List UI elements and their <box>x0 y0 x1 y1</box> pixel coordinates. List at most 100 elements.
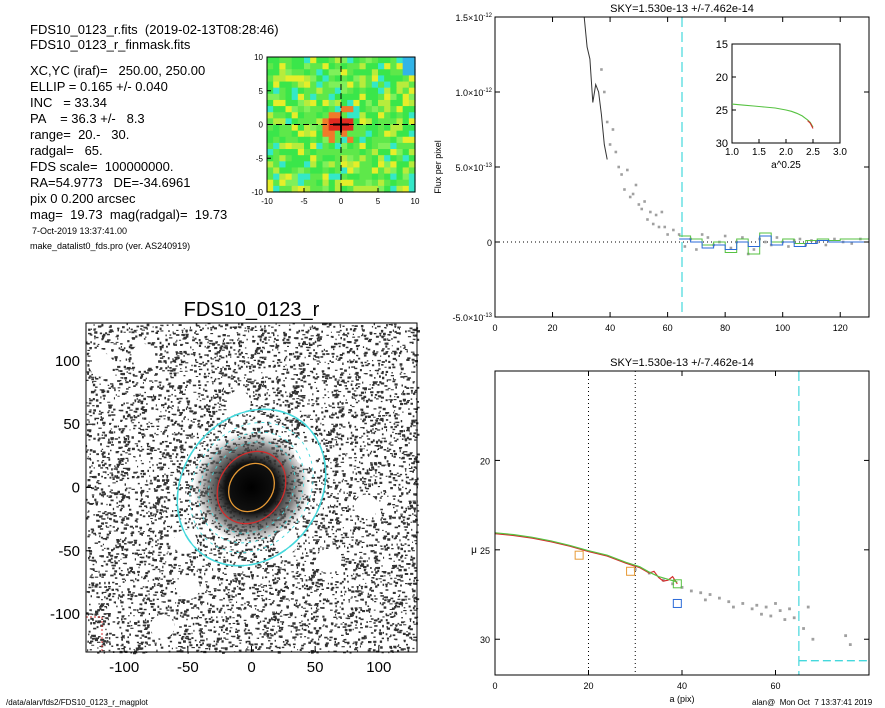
heatmap-cell <box>384 81 391 89</box>
heatmap-cell <box>328 75 336 83</box>
heatmap-cell <box>285 99 293 107</box>
heatmap-cell <box>285 142 293 150</box>
heatmap-ytick-label: 10 <box>254 53 263 62</box>
heatmap-cell <box>384 112 391 119</box>
heatmap-cell <box>285 81 293 89</box>
mu-gray-point <box>699 591 703 595</box>
heatmap-cell <box>402 57 410 64</box>
heatmap-cell <box>359 185 367 193</box>
heatmap-cell <box>371 99 379 107</box>
heatmap-cell <box>285 93 293 101</box>
heatmap-cell <box>267 106 274 113</box>
heatmap-cell <box>322 63 330 70</box>
heatmap-cell <box>396 124 404 132</box>
flux-gray-point <box>775 236 779 239</box>
heatmap-cell <box>279 112 287 119</box>
heatmap-cell <box>267 81 274 89</box>
heatmap-cell <box>273 173 280 181</box>
flux-xtick-label: 20 <box>548 323 558 333</box>
heatmap-cell <box>353 99 361 107</box>
heatmap-cell <box>304 81 311 89</box>
mu-gray-point <box>708 593 712 596</box>
heatmap-cell <box>297 173 305 181</box>
heatmap-cell <box>291 155 299 162</box>
heatmap-cell <box>341 57 348 64</box>
mu-xtick-label: 40 <box>677 681 687 691</box>
masked-star <box>226 390 251 415</box>
flux-gray-point <box>600 68 603 71</box>
heatmap-cell <box>402 173 410 181</box>
heatmap-cell <box>353 155 361 162</box>
heatmap-cell <box>353 57 361 64</box>
heatmap-cell <box>334 161 342 169</box>
mu-gray-point <box>774 602 777 605</box>
heatmap-cell <box>334 112 342 119</box>
mu-gray-point <box>755 603 759 607</box>
heatmap-cell <box>279 63 287 70</box>
heatmap-cell <box>390 130 398 138</box>
heatmap-cell <box>347 81 354 89</box>
mu-gray-point <box>760 612 763 616</box>
heatmap-cell <box>285 130 293 138</box>
heatmap-cell <box>359 136 367 144</box>
heatmap-cell <box>279 185 287 193</box>
heatmap-cell <box>316 93 324 101</box>
heatmap-cell <box>297 57 305 64</box>
mu-gray-point <box>783 618 787 621</box>
heatmap-cell <box>304 167 311 175</box>
heatmap-cell <box>390 57 398 64</box>
heatmap-cell <box>267 75 274 83</box>
heatmap-cell <box>328 63 336 70</box>
heatmap-cell <box>334 106 342 113</box>
heatmap-cell <box>378 57 385 64</box>
heatmap-cell <box>310 161 317 169</box>
heatmap-cell <box>371 81 379 89</box>
heatmap-cell <box>297 106 305 113</box>
heatmap-cell <box>316 81 324 89</box>
heatmap-cell <box>378 155 385 162</box>
heatmap-cell <box>334 167 342 175</box>
flux-ylabel: Flux per pixel <box>433 140 443 194</box>
heatmap-cell <box>291 179 299 187</box>
heatmap-cell <box>304 130 311 138</box>
heatmap-cell <box>322 142 330 150</box>
heatmap-cell <box>267 93 274 101</box>
heatmap-cell <box>378 106 385 113</box>
heatmap-cell <box>279 179 287 187</box>
galaxy-xtick-label: 50 <box>307 659 324 676</box>
mu-profile-green <box>494 532 678 583</box>
heatmap-cell <box>304 118 311 126</box>
heatmap-cell <box>396 142 404 150</box>
galaxy-xtick-label: -50 <box>177 659 199 676</box>
heatmap-cell <box>384 93 391 101</box>
heatmap-cell <box>334 81 342 89</box>
heatmap-cell <box>365 136 373 144</box>
heatmap-cell <box>334 63 342 70</box>
heatmap-cell <box>402 136 410 144</box>
heatmap-cell <box>347 124 354 132</box>
heatmap-cell <box>328 136 336 144</box>
heatmap-cell <box>408 75 416 83</box>
heatmap-cell <box>304 179 311 187</box>
heatmap-cell <box>304 149 311 156</box>
heatmap-cell <box>402 179 410 187</box>
inset-xtick-label: 2.0 <box>779 147 793 158</box>
heatmap-cell <box>390 63 398 70</box>
heatmap-cell <box>304 185 311 193</box>
heatmap-cell <box>408 63 416 70</box>
heatmap-cell <box>402 161 410 169</box>
heatmap-cell <box>359 87 367 95</box>
heatmap-cell <box>359 93 367 101</box>
heatmap-cell <box>378 63 385 70</box>
heatmap-cell <box>279 136 287 144</box>
heatmap-cell <box>384 69 391 77</box>
heatmap-cell <box>316 161 324 169</box>
masked-star <box>150 614 175 639</box>
flux-step-blue <box>679 235 869 250</box>
footer-path: /data/alan/fds2/FDS10_0123_r_magplot <box>6 698 148 707</box>
heatmap-cell <box>297 99 305 107</box>
heatmap-cell <box>378 124 385 132</box>
heatmap-cell <box>353 136 361 144</box>
heatmap-cell <box>273 57 280 64</box>
heatmap-cell <box>402 130 410 138</box>
